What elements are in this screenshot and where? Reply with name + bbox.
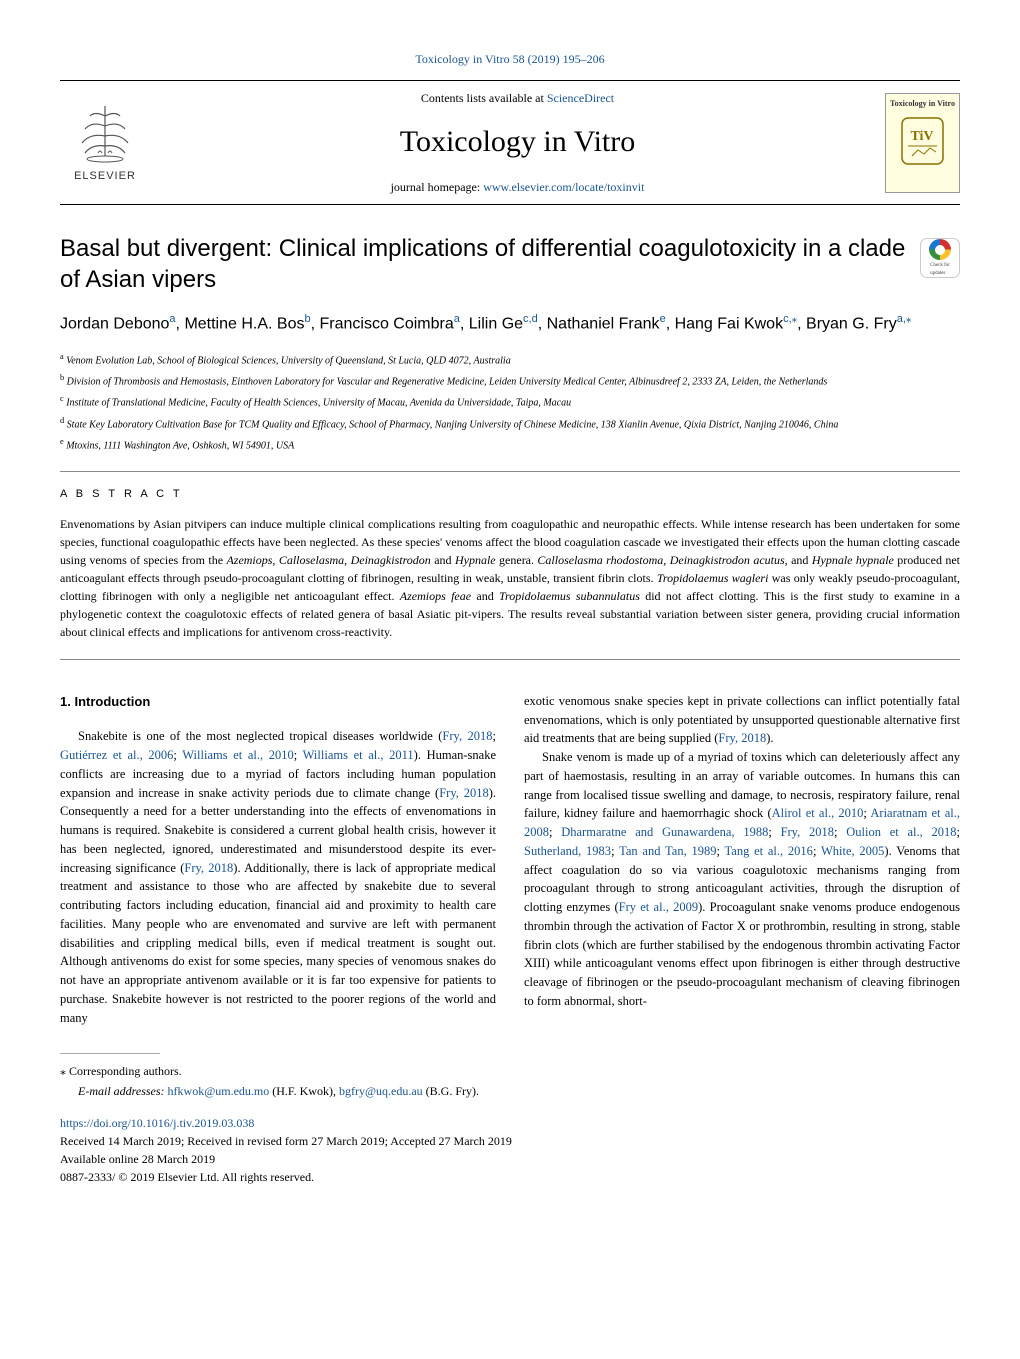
journal-header: ELSEVIER Contents lists available at Sci…	[60, 80, 960, 205]
intro-p2: exotic venomous snake species kept in pr…	[524, 692, 960, 748]
elsevier-tree-icon	[70, 101, 140, 166]
email-link-2[interactable]: bgfry@uq.edu.au	[339, 1084, 423, 1098]
corresponding-emails: E-mail addresses: hfkwok@um.edu.mo (H.F.…	[60, 1082, 960, 1100]
contents-prefix: Contents lists available at	[421, 91, 547, 105]
elsevier-label: ELSEVIER	[74, 168, 136, 185]
elsevier-logo: ELSEVIER	[60, 93, 150, 193]
author-list: Jordan Debonoa, Mettine H.A. Bosb, Franc…	[60, 311, 960, 336]
journal-name: Toxicology in Vitro	[150, 119, 885, 164]
abstract-text: Envenomations by Asian pitvipers can ind…	[60, 515, 960, 641]
article-title: Basal but divergent: Clinical implicatio…	[60, 233, 960, 295]
affiliation-d: d State Key Laboratory Cultivation Base …	[60, 415, 960, 432]
intro-p1: Snakebite is one of the most neglected t…	[60, 727, 496, 1027]
affiliation-e: e Mtoxins, 1111 Washington Ave, Oshkosh,…	[60, 436, 960, 453]
journal-cover: Toxicology in Vitro TiV	[885, 93, 960, 193]
received-line: Received 14 March 2019; Received in revi…	[60, 1132, 960, 1150]
email-name-2: (B.G. Fry).	[426, 1084, 479, 1098]
column-right: exotic venomous snake species kept in pr…	[524, 692, 960, 1028]
column-left: 1. Introduction Snakebite is one of the …	[60, 692, 496, 1028]
cover-tiv-icon: TiV	[900, 116, 945, 166]
crossmark-icon	[929, 239, 951, 260]
homepage-line: journal homepage: www.elsevier.com/locat…	[150, 178, 885, 196]
journal-citation: Toxicology in Vitro 58 (2019) 195–206	[60, 50, 960, 68]
contents-line: Contents lists available at ScienceDirec…	[150, 89, 885, 107]
sciencedirect-link[interactable]: ScienceDirect	[547, 91, 614, 105]
emails-prefix: E-mail addresses:	[78, 1084, 165, 1098]
affiliation-a: a Venom Evolution Lab, School of Biologi…	[60, 351, 960, 368]
check-text: Check forupdates	[930, 262, 950, 277]
citation-link[interactable]: Toxicology in Vitro 58 (2019) 195–206	[415, 52, 604, 66]
divider	[60, 471, 960, 472]
footer-divider	[60, 1053, 160, 1054]
available-line: Available online 28 March 2019	[60, 1150, 960, 1168]
affiliation-b: b Division of Thrombosis and Hemostasis,…	[60, 372, 960, 389]
intro-heading: 1. Introduction	[60, 692, 496, 712]
homepage-prefix: journal homepage:	[391, 180, 484, 194]
email-name-1: (H.F. Kwok),	[272, 1084, 336, 1098]
abstract-label: A B S T R A C T	[60, 486, 960, 503]
homepage-link[interactable]: www.elsevier.com/locate/toxinvit	[483, 180, 644, 194]
body-columns: 1. Introduction Snakebite is one of the …	[60, 692, 960, 1028]
corresponding-label: ⁎ Corresponding authors.	[60, 1062, 960, 1080]
email-link-1[interactable]: hfkwok@um.edu.mo	[168, 1084, 270, 1098]
svg-text:TiV: TiV	[910, 129, 933, 144]
doi-line: https://doi.org/10.1016/j.tiv.2019.03.03…	[60, 1114, 960, 1132]
divider	[60, 659, 960, 660]
check-updates-badge[interactable]: Check forupdates	[920, 238, 960, 278]
cover-title: Toxicology in Vitro	[890, 98, 955, 110]
copyright-line: 0887-2333/ © 2019 Elsevier Ltd. All righ…	[60, 1168, 960, 1186]
doi-link[interactable]: https://doi.org/10.1016/j.tiv.2019.03.03…	[60, 1116, 254, 1130]
intro-p3: Snake venom is made up of a myriad of to…	[524, 748, 960, 1011]
affiliation-c: c Institute of Translational Medicine, F…	[60, 393, 960, 410]
